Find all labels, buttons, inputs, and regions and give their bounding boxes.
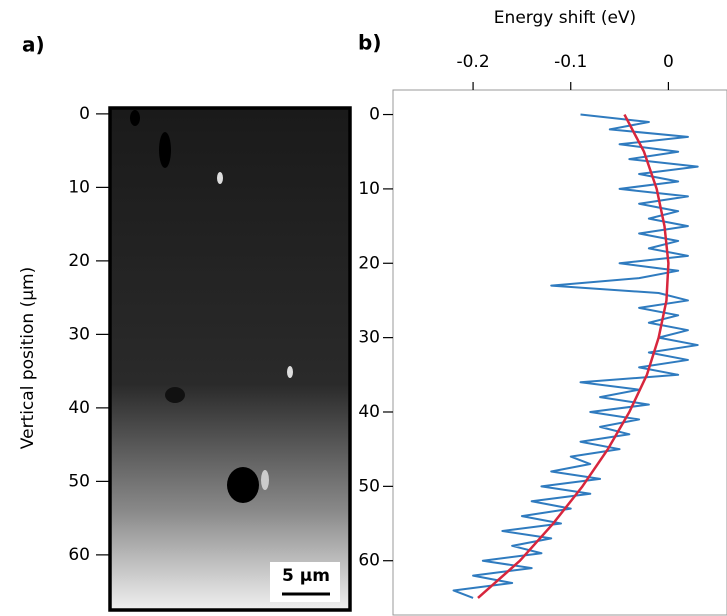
y-tick-label: 10: [68, 177, 90, 197]
y-axis-title: Vertical position (µm): [18, 267, 38, 449]
plot-frame: [392, 89, 727, 616]
x-axis-title: Energy shift (eV): [494, 8, 636, 28]
micrograph: [108, 106, 352, 612]
y-tick-label: 0: [369, 105, 380, 125]
y-tick-label: 10: [358, 179, 380, 199]
y-tick-label: 20: [358, 253, 380, 273]
y-tick-label: 60: [68, 545, 90, 565]
y-tick-label: 50: [358, 476, 380, 496]
x-tick-label: 0: [663, 52, 674, 72]
x-tick-label: -0.2: [456, 52, 489, 72]
y-tick-label: 20: [68, 251, 90, 271]
data-line: [452, 113, 699, 599]
y-tick-label: 40: [68, 398, 90, 418]
scale-bar-label: 5 µm: [282, 566, 330, 586]
y-tick-label: 0: [79, 104, 90, 124]
y-tick-label: 30: [358, 328, 380, 348]
y-tick-label: 40: [358, 402, 380, 422]
y-tick-label: 30: [68, 324, 90, 344]
panel-label: a): [22, 33, 45, 57]
y-tick-label: 60: [358, 551, 380, 571]
fit-line: [477, 113, 670, 599]
panel-label: b): [358, 31, 381, 55]
y-tick-label: 50: [68, 471, 90, 491]
x-tick-label: -0.1: [554, 52, 587, 72]
